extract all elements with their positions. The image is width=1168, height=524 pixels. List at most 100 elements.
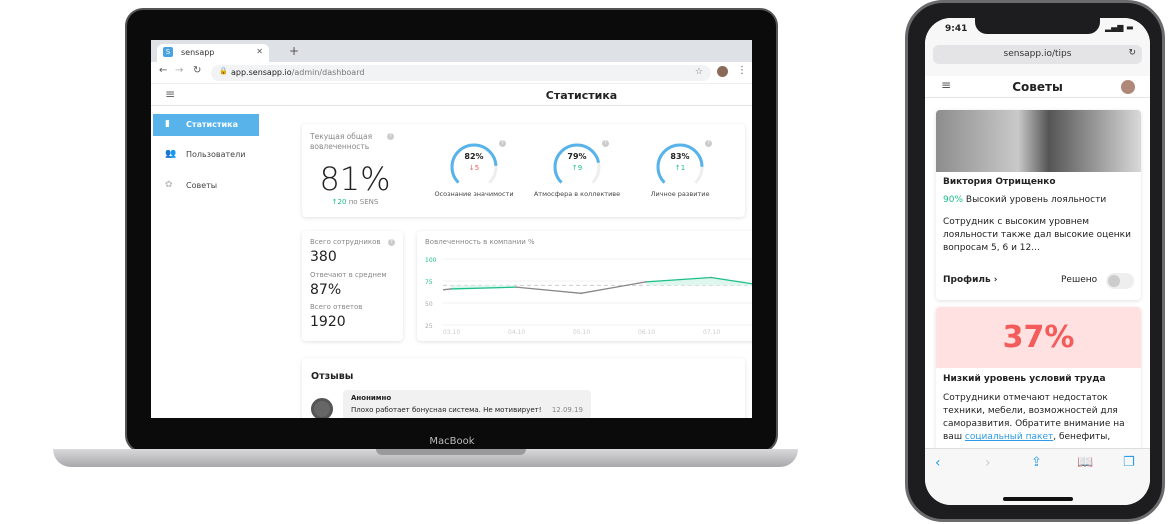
- engagement-label: Текущая общая вовлеченность: [310, 132, 373, 151]
- sidebar-item-tips[interactable]: ✿ Советы: [153, 175, 259, 197]
- phone-notch: [975, 18, 1100, 34]
- series-segment: [710, 276, 752, 285]
- stat-value: 87%: [310, 282, 342, 298]
- x-tick-label: 06.10: [638, 329, 655, 336]
- lotus-icon: ✿: [165, 180, 173, 190]
- data-point: [710, 276, 712, 279]
- y-tick-label: 100: [425, 257, 437, 264]
- app-header: ≡ Статистика: [151, 84, 752, 106]
- area-above-threshold: [646, 277, 711, 286]
- gauge-ring: [553, 143, 601, 188]
- stat-label: Отвечают в среднем: [310, 271, 387, 279]
- stat-label: Всего сотрудников: [310, 238, 381, 246]
- lock-icon: 🔒: [219, 67, 228, 75]
- sidebar-item-users[interactable]: 👥 Пользователи: [153, 144, 259, 166]
- favicon-icon: S: [163, 47, 173, 57]
- gauge-delta: ↓5: [468, 164, 480, 172]
- gauge-delta: ↑9: [571, 164, 583, 172]
- delta-suffix: по SENS: [348, 198, 379, 206]
- series-segment: [515, 286, 582, 294]
- series-segment: [580, 281, 647, 294]
- status-time: 9:41: [945, 24, 968, 34]
- profile-avatar[interactable]: [717, 66, 728, 77]
- close-tab-icon[interactable]: ✕: [256, 47, 263, 56]
- review-author: Анонимно: [351, 394, 392, 402]
- reviews-card: Отзывы Анонимно Плохо работает бонусная …: [302, 358, 745, 418]
- social-package-link[interactable]: социальный пакет: [964, 432, 1054, 442]
- phone-app-header: ≡ Советы: [925, 76, 1150, 98]
- sidebar-item-label: Советы: [186, 181, 218, 190]
- tip-card-conditions: 37% Низкий уровень условий труда Сотрудн…: [936, 307, 1141, 467]
- hamburger-icon[interactable]: ≡: [165, 87, 176, 101]
- share-icon[interactable]: ⇪: [1031, 455, 1042, 470]
- employee-photo: [936, 110, 1141, 172]
- tip-title: Низкий уровень условий труда: [943, 374, 1106, 384]
- stat-label: Всего ответов: [310, 303, 363, 311]
- forward-icon[interactable]: ›: [985, 455, 991, 471]
- url-path: /admin/dashboard: [291, 68, 365, 77]
- resolved-label: Решено: [1061, 275, 1098, 285]
- browser-tab[interactable]: S sensapp ✕: [157, 44, 269, 62]
- reload-icon[interactable]: ↻: [1128, 48, 1136, 58]
- gauge-ring: [656, 143, 704, 188]
- help-icon[interactable]: ?: [705, 140, 712, 147]
- help-icon[interactable]: ?: [388, 239, 395, 246]
- back-icon[interactable]: ‹: [935, 455, 941, 471]
- reload-icon[interactable]: ↻: [193, 65, 202, 76]
- gauge-label: Осознание значимости: [434, 190, 514, 198]
- laptop-screen: S sensapp ✕ + ← → ↻ 🔒 app.sensapp.io/adm…: [151, 40, 752, 418]
- review-date: 12.09.19: [551, 406, 583, 414]
- help-icon[interactable]: ?: [499, 140, 506, 147]
- laptop-notch: [376, 449, 526, 455]
- data-point: [450, 288, 452, 290]
- gauge-delta-value: 1: [680, 164, 686, 172]
- address-bar[interactable]: 🔒 app.sensapp.io/admin/dashboard ☆: [211, 65, 711, 81]
- delta-value: 20: [337, 198, 347, 206]
- sidebar-item-label: Статистика: [186, 120, 238, 129]
- laptop-label: MacBook: [429, 436, 475, 447]
- stat-value: 1920: [310, 314, 346, 330]
- avatar[interactable]: [1121, 80, 1135, 94]
- gauge-delta-value: 9: [577, 164, 583, 172]
- home-indicator: [1003, 497, 1073, 501]
- tip-text: Сотрудники отмечают недостаток техники, …: [943, 393, 1125, 442]
- engagement-card: Текущая общая вовлеченность ? 81% ↑20 по…: [302, 124, 745, 217]
- sidebar-item-label: Пользователи: [186, 150, 246, 159]
- safari-address-bar[interactable]: sensapp.io/tips ↻: [933, 45, 1142, 64]
- tip-text: Сотрудник с высоким уровнем лояльности т…: [943, 217, 1131, 253]
- hamburger-icon[interactable]: ≡: [941, 78, 952, 92]
- review-text: Плохо работает бонусная система. Не моти…: [351, 406, 542, 414]
- tabs-icon[interactable]: ❐: [1123, 455, 1135, 470]
- back-icon[interactable]: ←: [159, 65, 168, 76]
- gauge-2: ? 83% ↑1 Личное развитие: [635, 140, 725, 199]
- loyalty-level: Высокий уровень лояльности: [965, 195, 1107, 205]
- new-tab-icon[interactable]: +: [289, 44, 300, 58]
- data-point: [580, 292, 582, 295]
- loyalty-percent: 90%: [943, 195, 964, 205]
- x-tick-label: 05.10: [573, 329, 590, 336]
- page-title: Статистика: [545, 89, 618, 102]
- profile-link[interactable]: Профиль ›: [943, 275, 998, 285]
- tip-text-end: , бенефиты,: [1053, 432, 1111, 442]
- gauge-label: Личное развитие: [650, 190, 710, 198]
- menu-dots-icon[interactable]: ⋮: [737, 65, 747, 76]
- anonymous-avatar-icon: [311, 398, 333, 418]
- gauge-0: ? 82% ↓5 Осознание значимости: [429, 140, 519, 199]
- stats-card: Всего сотрудников ? 380 Отвечают в средн…: [302, 231, 403, 341]
- sidebar-item-statistics[interactable]: ▮ Статистика: [153, 114, 259, 136]
- users-icon: 👥: [165, 149, 177, 159]
- phone-page-title: Советы: [1012, 80, 1063, 94]
- laptop-base: [53, 449, 798, 467]
- resolved-toggle[interactable]: [1106, 273, 1134, 289]
- stat-value: 380: [310, 249, 337, 265]
- engagement-value: 81%: [319, 160, 391, 198]
- help-icon[interactable]: ?: [602, 140, 609, 147]
- bookmarks-icon[interactable]: 📖: [1077, 455, 1094, 470]
- review-item[interactable]: Анонимно Плохо работает бонусная система…: [343, 390, 591, 418]
- forward-icon[interactable]: →: [175, 65, 184, 76]
- help-icon[interactable]: ?: [387, 133, 394, 140]
- star-icon[interactable]: ☆: [694, 67, 703, 77]
- tip-card-employee: Виктория Отрищенко 90% Высокий уровень л…: [936, 110, 1141, 300]
- x-tick-label: 03.10: [443, 329, 460, 336]
- url: sensapp.io/tips: [1003, 49, 1072, 59]
